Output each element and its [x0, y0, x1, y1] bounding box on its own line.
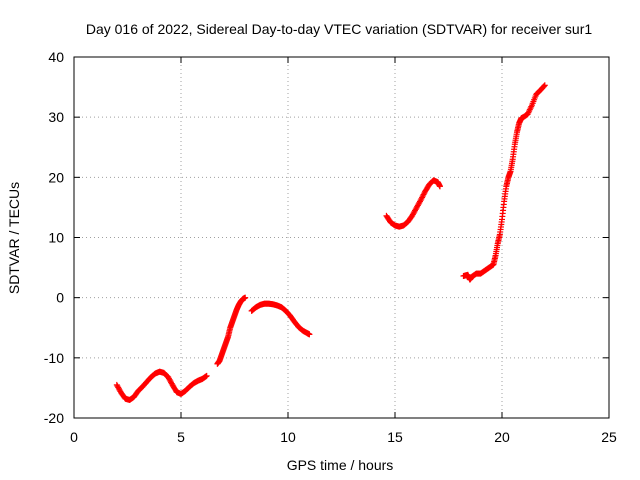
data-point: [541, 82, 548, 89]
x-tick-label: 5: [177, 429, 185, 445]
chart-title: Day 016 of 2022, Sidereal Day-to-day VTE…: [86, 21, 592, 37]
data-points: [113, 82, 548, 403]
x-tick-label: 20: [494, 429, 510, 445]
y-tick-label: 30: [48, 109, 64, 125]
x-tick-labels: 0 5 10 15 20 25: [70, 429, 617, 445]
y-tick-label: 0: [56, 290, 64, 306]
data-point: [306, 331, 313, 338]
x-tick-label: 0: [70, 429, 78, 445]
y-tick-label: -20: [44, 410, 64, 426]
data-point: [203, 372, 210, 379]
y-tick-label: 40: [48, 49, 64, 65]
data-point: [242, 294, 249, 301]
x-tick-label: 25: [601, 429, 617, 445]
x-tick-label: 15: [387, 429, 403, 445]
data-point: [541, 83, 548, 90]
x-axis-label: GPS time / hours: [287, 457, 394, 473]
y-tick-label: 10: [48, 230, 64, 246]
axis-ticks: [73, 56, 610, 419]
y-axis-label: SDTVAR / TECUs: [6, 182, 22, 294]
y-tick-label: -10: [44, 350, 64, 366]
data-point: [436, 183, 443, 190]
x-tick-label: 10: [280, 429, 296, 445]
y-tick-label: 20: [48, 169, 64, 185]
y-tick-labels: -20 -10 0 10 20 30 40: [44, 49, 64, 426]
